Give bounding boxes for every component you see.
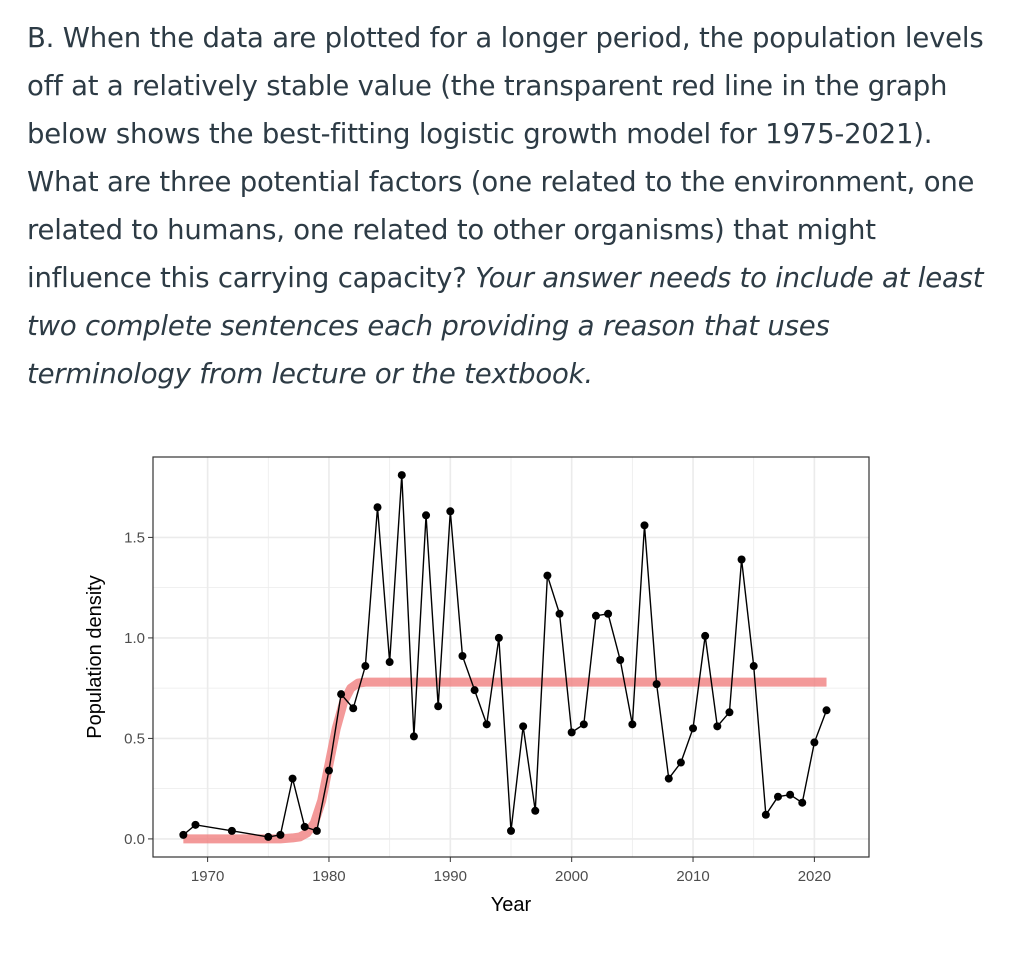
data-point — [361, 662, 370, 671]
data-point — [628, 720, 637, 729]
population-chart: 1970 1980 1990 2000 2010 2020 0.0 0.5 1.0 1.5 Yea… — [84, 456, 870, 916]
data-point — [494, 633, 503, 642]
panel-border — [152, 456, 870, 858]
data-point — [507, 826, 515, 835]
data-point — [701, 631, 710, 640]
data-point — [604, 609, 613, 618]
data-point — [312, 826, 321, 835]
data-point — [591, 611, 600, 620]
data-point — [482, 720, 491, 729]
data-point — [470, 686, 479, 695]
data-point — [676, 758, 685, 767]
data-point — [227, 826, 236, 835]
observed-series — [179, 471, 831, 841]
x-tick-label: 2020 — [798, 868, 831, 885]
data-point — [191, 820, 200, 829]
data-point — [555, 609, 564, 618]
x-tick-label: 1990 — [434, 868, 467, 885]
data-point — [397, 471, 406, 480]
data-point — [652, 680, 661, 689]
y-tick-label: 0.5 — [124, 730, 145, 747]
data-point — [761, 810, 770, 819]
y-tick-label: 0.0 — [124, 831, 145, 848]
data-point — [179, 830, 188, 839]
data-point — [458, 651, 467, 660]
question-emphasis: Your answer needs to include at least tw… — [27, 262, 984, 390]
x-tick-label: 2010 — [676, 868, 709, 885]
data-point — [786, 790, 795, 799]
y-axis-title: Population density — [84, 575, 106, 738]
data-point — [519, 722, 528, 731]
data-point — [409, 732, 418, 741]
question-text: B. When the data are plotted for a longe… — [27, 14, 997, 398]
data-point — [276, 830, 285, 839]
x-axis-title: Year — [491, 894, 532, 916]
data-point — [737, 555, 746, 564]
data-point — [567, 728, 576, 737]
data-point — [689, 724, 698, 733]
data-point — [434, 702, 443, 711]
data-point — [664, 774, 673, 783]
axes: 1970 1980 1990 2000 2010 2020 0.0 0.5 1.0 1.5 — [124, 529, 831, 885]
y-tick-label: 1.5 — [124, 529, 145, 546]
data-point — [422, 511, 431, 520]
model-line — [183, 677, 827, 844]
data-point — [640, 521, 649, 530]
data-point — [616, 656, 625, 665]
data-point — [264, 832, 273, 841]
data-point — [713, 722, 722, 731]
data-point — [446, 507, 455, 516]
x-tick-label: 1970 — [191, 868, 224, 885]
model-series — [183, 677, 827, 844]
data-point — [725, 708, 734, 717]
data-point — [385, 658, 394, 667]
data-point — [531, 806, 540, 815]
data-point — [543, 571, 552, 580]
data-point — [822, 706, 831, 715]
data-point — [349, 704, 358, 713]
data-point — [337, 690, 346, 699]
data-point — [373, 503, 382, 512]
x-tick-label: 1980 — [312, 868, 345, 885]
data-point — [810, 738, 819, 747]
question-body: B. When the data are plotted for a longe… — [27, 22, 984, 294]
data-point — [300, 822, 309, 831]
x-tick-label: 2000 — [555, 868, 588, 885]
data-point — [324, 766, 333, 775]
data-point — [749, 662, 758, 671]
data-point — [288, 774, 297, 783]
data-point — [798, 798, 807, 807]
y-tick-label: 1.0 — [124, 630, 145, 647]
data-point — [579, 720, 588, 729]
data-point — [773, 792, 782, 801]
